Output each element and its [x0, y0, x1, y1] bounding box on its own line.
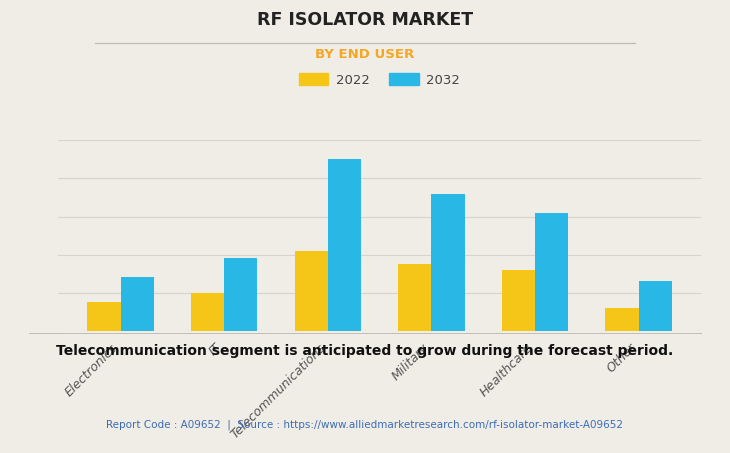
Bar: [88, 302, 120, 331]
Bar: [502, 270, 535, 331]
Bar: [295, 251, 328, 331]
Text: BY END USER: BY END USER: [315, 48, 415, 61]
Bar: [328, 159, 361, 331]
Bar: [224, 258, 258, 331]
Bar: [431, 194, 464, 331]
Text: Report Code : A09652  |  Source : https://www.alliedmarketresearch.com/rf-isolat: Report Code : A09652 | Source : https://…: [107, 419, 623, 429]
Text: Telecommunication segment is anticipated to grow during the forecast period.: Telecommunication segment is anticipated…: [56, 344, 674, 358]
Bar: [535, 213, 568, 331]
Bar: [605, 308, 639, 331]
Bar: [399, 264, 431, 331]
Bar: [191, 293, 224, 331]
Bar: [639, 281, 672, 331]
Legend: 2022, 2032: 2022, 2032: [293, 68, 466, 92]
Text: RF ISOLATOR MARKET: RF ISOLATOR MARKET: [257, 11, 473, 29]
Bar: [120, 277, 154, 331]
